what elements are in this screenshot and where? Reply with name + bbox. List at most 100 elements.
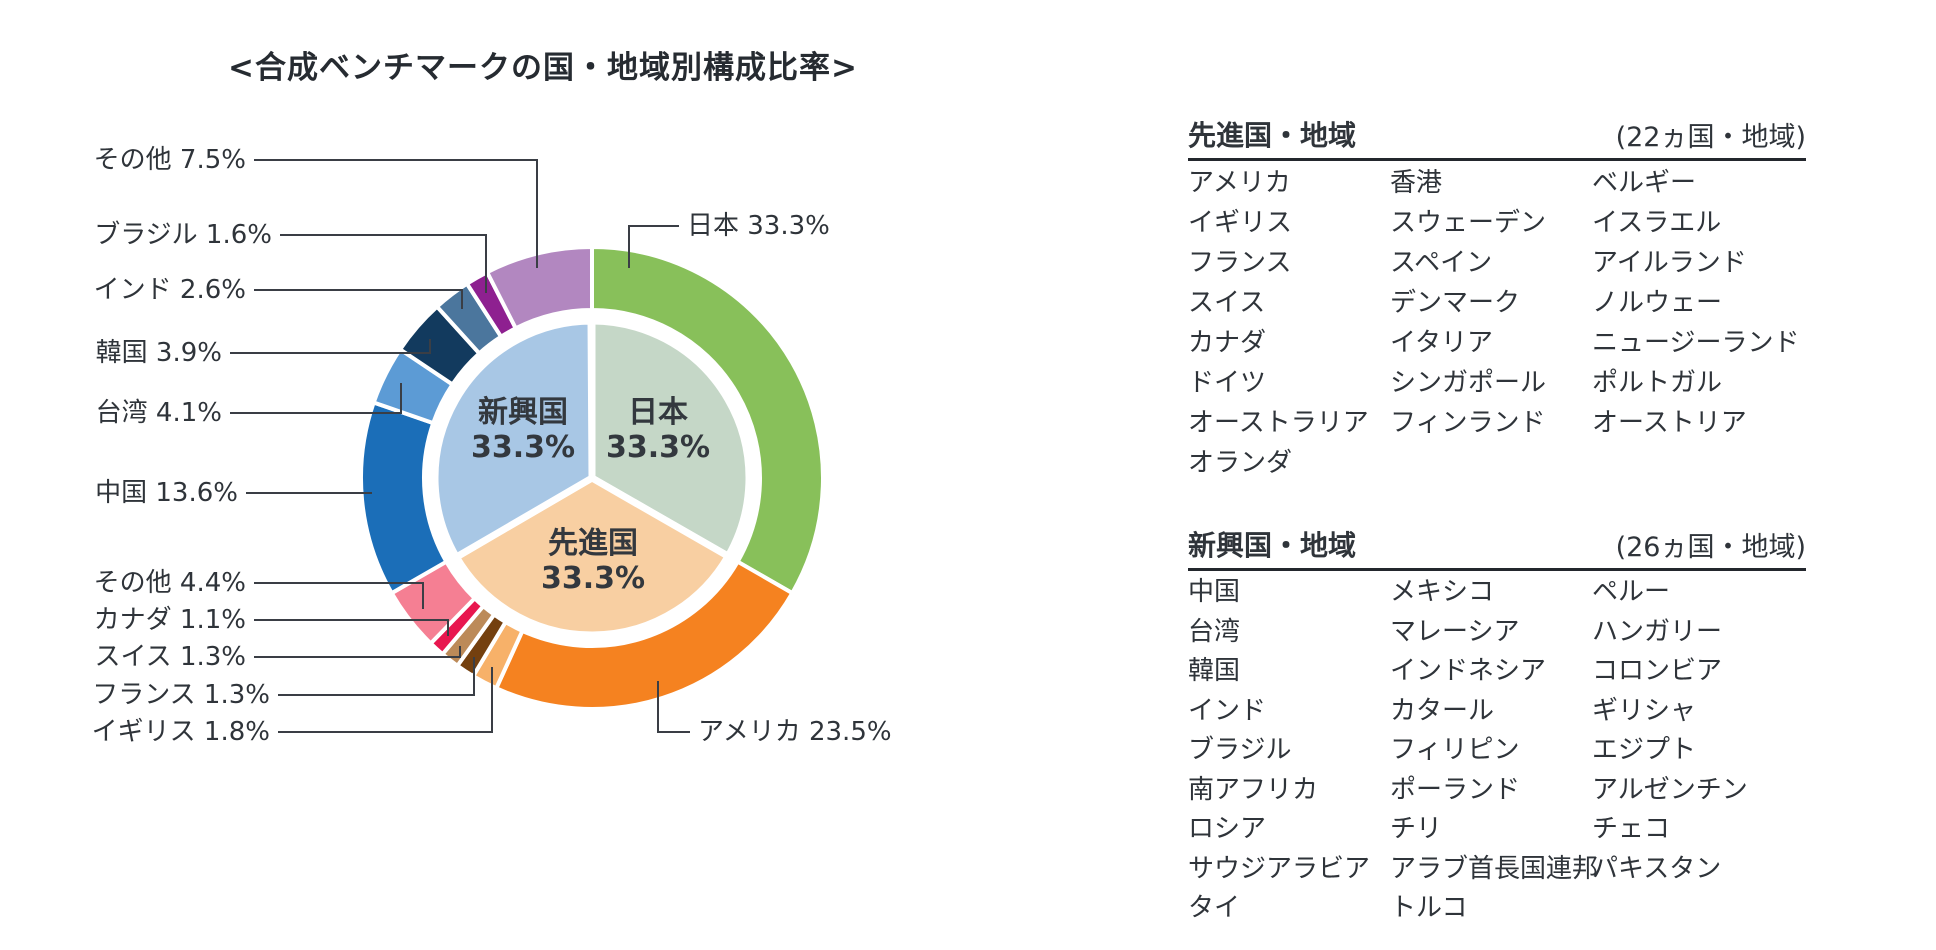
country-cell: メキシコ [1390, 577, 1495, 607]
country-column: 香港スウェーデン スペインデンマークイタリアシンガポール フィンランド [1390, 163, 1592, 483]
country-cell: アメリカ [1188, 168, 1291, 198]
country-cell: ブラジル [1188, 735, 1292, 765]
country-cell: ノルウェー [1592, 288, 1723, 318]
country-cell: イギリス [1188, 208, 1293, 238]
country-cell: スペイン [1390, 248, 1493, 278]
pie-slice-other-emerging [485, 245, 594, 331]
emerging-table-header: 新興国・地域 (26ヵ国・地域) [1188, 522, 1806, 571]
country-cell: フランス [1188, 248, 1292, 278]
leader-line-other-emerging [254, 159, 538, 268]
developed-table-title: 先進国・地域 [1188, 119, 1357, 152]
emerging-table-body: 中国 台湾 韓国 インド ブラジル 南アフリカ ロシア サウジアラビア タイ メキシコ マレーシアイ… [1188, 571, 1806, 929]
country-column: 中国台湾韓国インドブラジル南アフリカロシアサウジアラビア タイ [1188, 573, 1390, 929]
country-cell: チェコ [1592, 814, 1671, 844]
leader-line-uk [278, 667, 493, 733]
benchmark-composition-pie-chart: 日本 33.3% アメリカ 23.5% イギリス 1.8% フランス 1.3% スイス … [0, 0, 950, 950]
country-cell: シンガポール [1390, 368, 1547, 398]
country-cell: フィリピン [1390, 735, 1520, 765]
inner-label-inner-developed: 先進国 33.3% [540, 526, 646, 596]
country-cell: イタリア [1390, 328, 1493, 358]
pie-label-uk: イギリス 1.8% [91, 717, 270, 747]
country-cell: エジプト [1592, 735, 1697, 765]
pie-label-switzerland: スイス 1.3% [94, 642, 246, 672]
pie-label-china: 中国 13.6% [95, 478, 238, 508]
page-title: <合成ベンチマークの国・地域別構成比率> [228, 50, 858, 86]
country-cell: マレーシア [1390, 616, 1520, 647]
leader-line-canada [254, 619, 449, 636]
developed-table-body: アメリカ イギリス フランス スイス カナダ ドイツ オーストラリア オランダ 香港 スウェーデン… [1188, 161, 1806, 483]
pie-label-taiwan: 台湾 4.1% [95, 398, 222, 428]
country-column: アメリカイギリスフランススイスカナダドイツオーストラリア オランダ [1188, 163, 1390, 483]
country-cell: イスラエル [1592, 208, 1722, 238]
country-cell: オランダ [1188, 448, 1293, 478]
country-cell: アラブ首長国連邦 [1390, 853, 1599, 884]
country-cell: ポーランド [1390, 774, 1521, 805]
country-cell: ベルギー [1592, 168, 1697, 198]
country-cell: カナダ [1188, 328, 1267, 358]
pie-label-japan: 日本 33.3% [687, 211, 830, 241]
country-cell: サウジアラビア [1188, 853, 1371, 884]
country-column: メキシコマレーシアインドネシア カタールフィリピンポーランドチリアラブ首長国連邦ト… [1390, 573, 1599, 929]
emerging-countries-table: 新興国・地域 (26ヵ国・地域) 中国台湾韓国インドブラジル南アフリカロシアサウ… [1188, 522, 1806, 929]
country-cell: カタール [1390, 695, 1495, 726]
pie-label-france: フランス 1.3% [92, 680, 270, 710]
country-cell: 台湾 [1188, 616, 1241, 647]
country-column: ペルーハンガリーコロンビアギリシャエジプトアルゼンチン チェコパキスタン [1592, 573, 1806, 929]
country-column: ベルギーイスラエルアイルランド ノルウェーニュージーランド ポルトガルオーストリア [1592, 163, 1806, 483]
country-cell: 韓国 [1188, 656, 1241, 686]
country-cell: アイルランド [1592, 248, 1747, 278]
developed-countries-table: 先進国・地域 (22ヵ国・地域) アメリカイギリスフランススイスカナダドイツオー… [1188, 112, 1806, 483]
country-cell: ポルトガル [1592, 368, 1723, 398]
pie-label-korea: 韓国 3.9% [95, 338, 222, 368]
leader-line-usa [657, 681, 690, 733]
country-cell: オーストラリア [1188, 408, 1369, 438]
pie-label-india: インド 2.6% [93, 275, 246, 305]
country-cell: インドネシア [1390, 656, 1547, 686]
country-cell: チリ [1390, 814, 1443, 844]
leader-line-brazil [280, 234, 487, 293]
leader-line-france [278, 657, 475, 696]
country-cell: パキスタン [1592, 853, 1722, 884]
leader-line-japan [628, 225, 679, 268]
leader-line-taiwan [230, 383, 402, 414]
country-cell: デンマーク [1390, 288, 1521, 318]
pie-slice-inner-developed [452, 474, 732, 639]
country-cell: 南アフリカ [1188, 774, 1319, 805]
country-cell: 香港 [1390, 168, 1443, 198]
leader-line-other-developed [254, 582, 424, 609]
developed-table-header: 先進国・地域 (22ヵ国・地域) [1188, 112, 1806, 161]
leader-line-korea [230, 339, 431, 354]
country-cell: コロンビア [1592, 656, 1723, 686]
inner-label-inner-emerging: 新興国 33.3% [470, 395, 576, 465]
developed-table-count: (22ヵ国・地域) [1615, 122, 1806, 153]
emerging-table-count: (26ヵ国・地域) [1615, 532, 1806, 563]
pie-label-other-emerging: その他 7.5% [93, 145, 246, 175]
leader-line-switzerland [254, 646, 461, 658]
pie-slice-inner-emerging [431, 317, 596, 561]
country-cell: スイス [1188, 288, 1266, 318]
pie-label-usa: アメリカ 23.5% [698, 717, 892, 747]
emerging-table-title: 新興国・地域 [1188, 529, 1357, 562]
pie-chart-canvas [230, 159, 825, 733]
country-cell: ロシア [1188, 814, 1267, 844]
country-cell: 中国 [1188, 577, 1241, 607]
pie-slice-japan [590, 245, 825, 596]
country-cell: ハンガリー [1592, 616, 1723, 647]
leader-line-india [254, 289, 463, 309]
inner-label-inner-japan: 日本 33.3% [605, 395, 711, 465]
country-cell: ドイツ [1188, 368, 1267, 398]
country-cell: ニュージーランド [1592, 328, 1800, 358]
pie-label-other-developed: その他 4.4% [93, 568, 246, 598]
country-cell: オーストリア [1592, 408, 1747, 438]
pie-label-canada: カナダ 1.1% [93, 605, 246, 635]
country-cell: フィンランド [1390, 408, 1546, 438]
country-cell: タイ [1188, 893, 1241, 923]
country-cell: ギリシャ [1592, 695, 1697, 726]
country-cell: ペルー [1592, 577, 1671, 607]
country-cell: アルゼンチン [1592, 774, 1748, 805]
country-cell: インド [1188, 695, 1267, 726]
country-cell: スウェーデン [1390, 208, 1547, 238]
country-cell: トルコ [1390, 893, 1468, 923]
pie-label-brazil: ブラジル 1.6% [94, 220, 272, 250]
